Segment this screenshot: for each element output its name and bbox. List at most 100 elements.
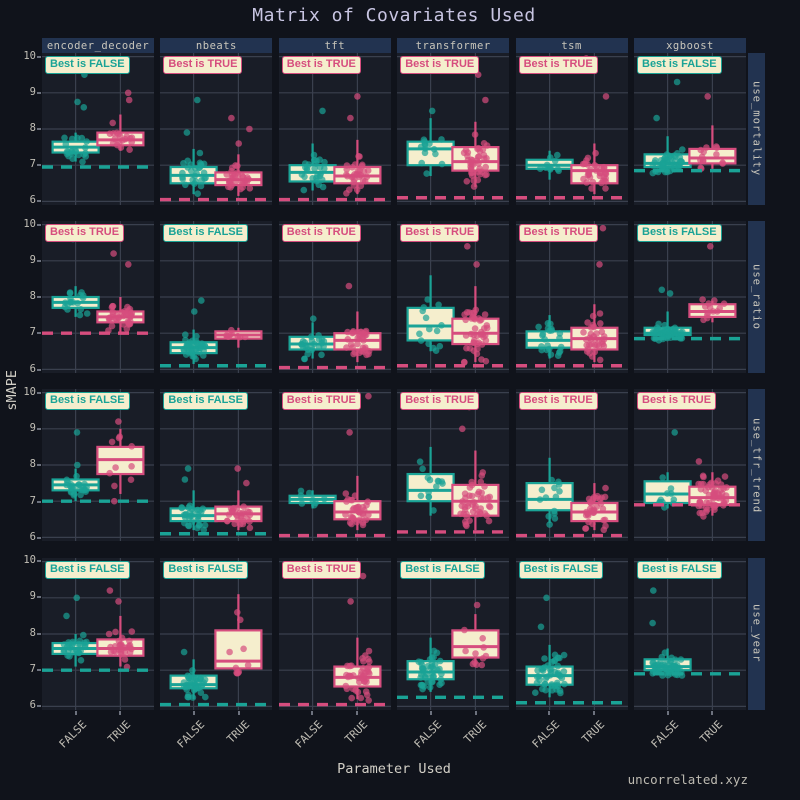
data-point: [75, 649, 83, 656]
data-point: [480, 643, 488, 651]
data-point: [344, 328, 351, 336]
data-point: [470, 339, 478, 347]
data-point: [666, 290, 674, 297]
data-point: [63, 612, 70, 619]
column-header-nbeats: nbeats: [160, 38, 273, 53]
data-point: [664, 490, 671, 498]
data-point: [649, 162, 657, 169]
panel-use_year-transformer: Best is FALSE: [397, 557, 510, 710]
points-true: [342, 282, 373, 359]
data-point: [77, 491, 84, 499]
points-true: [106, 418, 135, 505]
data-point: [430, 507, 437, 515]
points-false: [536, 477, 563, 529]
data-point: [597, 179, 605, 187]
data-point: [416, 330, 423, 338]
data-point: [476, 317, 484, 324]
data-point: [79, 158, 86, 166]
y-tick-label: 8: [29, 290, 36, 303]
data-point: [600, 342, 607, 350]
data-point: [671, 327, 679, 335]
data-point: [596, 310, 603, 317]
data-point: [349, 344, 356, 351]
data-point: [182, 181, 189, 189]
y-tick-mark: [37, 464, 41, 467]
panel-use_ratio-xgboost: Best is FALSE: [634, 221, 746, 374]
data-point: [184, 693, 192, 700]
data-point: [420, 682, 428, 690]
data-point: [110, 250, 117, 258]
data-point: [466, 309, 473, 316]
panel-use_year-xgboost: Best is FALSE: [634, 557, 746, 710]
data-point: [244, 515, 252, 523]
data-point: [320, 495, 328, 503]
data-point: [711, 297, 718, 305]
data-point: [80, 292, 87, 299]
data-point: [652, 157, 659, 164]
data-point: [424, 296, 432, 303]
data-point: [546, 164, 554, 172]
data-point: [61, 303, 69, 311]
data-point: [189, 693, 197, 701]
data-point: [582, 509, 590, 516]
data-point: [185, 465, 192, 473]
panel-use_ratio-encoder_decoder: Best is TRUE: [42, 221, 154, 374]
data-point: [347, 513, 355, 521]
data-point: [237, 616, 244, 623]
data-point: [596, 320, 604, 327]
y-tick-label: 10: [23, 217, 36, 230]
data-point: [555, 334, 563, 342]
data-point: [551, 515, 558, 523]
data-point: [358, 334, 366, 342]
data-point: [539, 666, 546, 674]
y-tick-label: 6: [29, 194, 36, 207]
points-false: [60, 594, 90, 664]
data-point: [584, 154, 591, 162]
data-point: [76, 486, 84, 494]
data-point: [305, 490, 313, 497]
points-false: [531, 594, 568, 696]
box-true: [688, 147, 737, 165]
data-point: [592, 167, 600, 174]
data-point: [112, 464, 119, 472]
data-point: [554, 653, 561, 661]
data-point: [106, 470, 113, 477]
panel-plot: [515, 53, 628, 205]
data-point: [438, 322, 445, 329]
data-point: [192, 345, 200, 353]
data-point: [462, 494, 469, 502]
data-point: [599, 505, 606, 513]
data-point: [463, 345, 470, 352]
y-tick-mark: [37, 55, 41, 58]
data-point: [200, 352, 207, 359]
x-tick-mark: [74, 710, 77, 715]
points-false: [416, 458, 446, 515]
data-point: [308, 346, 315, 354]
data-point: [240, 645, 248, 652]
y-tick-label: 7: [29, 662, 36, 675]
data-point: [544, 320, 551, 327]
data-point: [364, 393, 372, 400]
data-point: [478, 356, 485, 363]
data-point: [554, 662, 561, 669]
y-tick-label: 9: [29, 590, 36, 603]
data-point: [342, 498, 350, 506]
data-point: [359, 657, 367, 665]
data-point: [677, 329, 685, 336]
data-point: [364, 498, 371, 506]
data-point: [178, 504, 186, 512]
data-point: [547, 351, 554, 359]
points-true: [105, 586, 136, 670]
panel-plot: [278, 389, 391, 542]
points-false: [297, 315, 327, 363]
data-point: [196, 159, 204, 167]
panel-use_tfr_trend-tsm: Best is TRUE: [515, 389, 628, 542]
data-point: [353, 93, 361, 100]
y-tick-label: 7: [29, 158, 36, 171]
y-tick-mark: [37, 668, 41, 671]
data-point: [474, 345, 481, 353]
best-annotation: Best is FALSE: [163, 560, 248, 579]
data-point: [111, 482, 118, 490]
data-point: [429, 107, 436, 115]
